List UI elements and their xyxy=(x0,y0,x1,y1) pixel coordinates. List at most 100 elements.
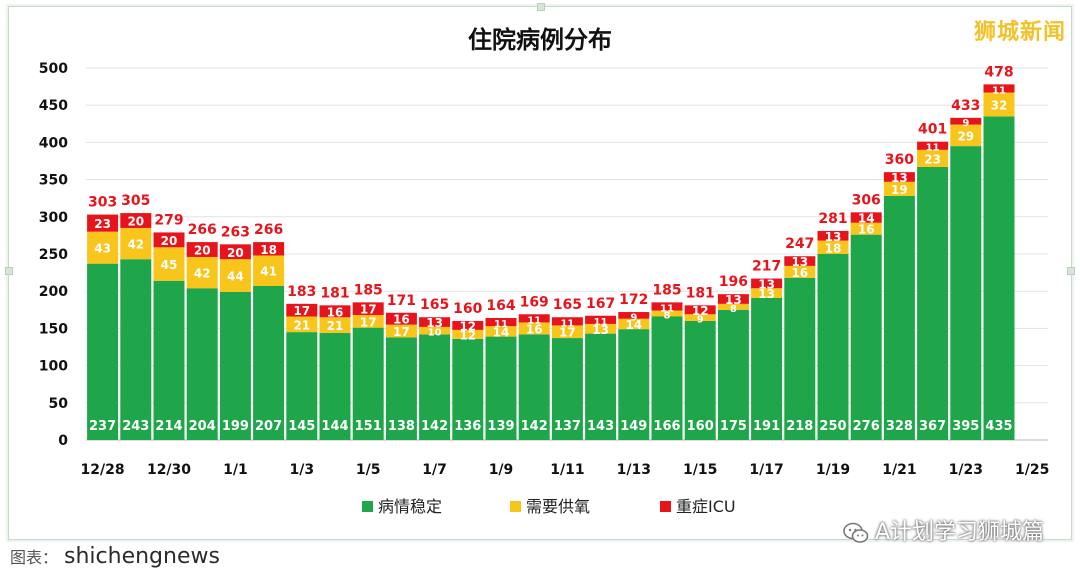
bar-total-label: 171 xyxy=(387,293,416,309)
x-tick-label: 1/17 xyxy=(749,462,783,478)
bar-segment-stable xyxy=(585,333,617,440)
bar-segment-oxygen xyxy=(817,240,849,254)
resize-handle-right[interactable] xyxy=(1067,267,1075,275)
bar-segment-icu xyxy=(352,302,384,316)
bar-total-label: 401 xyxy=(918,122,947,138)
bar-value-label: 9 xyxy=(630,312,637,323)
bar-segment-icu xyxy=(551,317,583,326)
bar-segment-icu xyxy=(419,317,451,327)
legend-label: 需要供氧 xyxy=(526,497,590,516)
bar-value-label: 435 xyxy=(985,419,1012,434)
x-tick-label: 1/1 xyxy=(223,462,248,478)
bar-value-label: 16 xyxy=(393,313,410,327)
bar-segment-icu xyxy=(883,172,915,182)
bar-total-label: 164 xyxy=(486,298,515,314)
bar-segment-oxygen xyxy=(87,231,119,264)
bar-segment-oxygen xyxy=(186,256,218,289)
bar-segment-icu xyxy=(485,317,517,327)
bar-value-label: 20 xyxy=(161,234,178,248)
bar-segment-icu xyxy=(120,213,152,228)
bar-segment-stable xyxy=(485,336,517,440)
bar-value-label: 237 xyxy=(89,419,116,434)
x-tick-label: 1/11 xyxy=(550,462,584,478)
bar-value-label: 9 xyxy=(697,315,704,326)
bar-segment-stable xyxy=(618,329,650,440)
account-name: A计划学习狮城篇 xyxy=(874,520,1044,545)
x-tick-label: 1/9 xyxy=(489,462,514,478)
bar-segment-icu xyxy=(684,305,716,315)
bar-segment-icu xyxy=(286,303,318,317)
bar-total-label: 165 xyxy=(420,297,449,313)
bar-value-label: 143 xyxy=(587,419,614,434)
bar-segment-stable xyxy=(120,259,152,440)
bar-value-label: 11 xyxy=(560,318,574,329)
bar-segment-oxygen xyxy=(883,181,915,196)
bar-value-label: 42 xyxy=(194,267,211,281)
bar-segment-oxygen xyxy=(585,323,617,334)
bar-value-label: 13 xyxy=(426,316,443,330)
bar-segment-icu xyxy=(751,278,783,289)
bar-value-label: 20 xyxy=(227,246,244,260)
source-label: 图表： xyxy=(10,548,59,567)
bar-segment-icu xyxy=(87,214,119,232)
bar-segment-stable xyxy=(983,116,1015,441)
x-tick-label: 12/30 xyxy=(147,462,191,478)
bar-value-label: 142 xyxy=(521,419,548,434)
bar-value-label: 17 xyxy=(559,326,576,340)
legend: 病情稳定 需要供氧 重症ICU xyxy=(362,497,736,516)
bar-value-label: 19 xyxy=(891,183,908,197)
bar-value-label: 13 xyxy=(825,230,842,244)
bar-segment-stable xyxy=(186,288,218,440)
resize-handle-left[interactable] xyxy=(5,267,13,275)
bar-total-label: 172 xyxy=(619,292,648,308)
x-tick-label: 1/23 xyxy=(949,462,983,478)
bar-segment-stable xyxy=(286,332,318,440)
bar-total-label: 306 xyxy=(852,192,881,208)
bar-total-label: 167 xyxy=(586,296,615,312)
legend-swatch xyxy=(362,501,373,512)
bar-segment-oxygen xyxy=(983,92,1015,117)
bar-segment-icu xyxy=(452,320,484,330)
bar-segment-icu xyxy=(153,232,185,248)
bar-value-label: 367 xyxy=(919,419,946,434)
resize-handle-top[interactable] xyxy=(537,3,545,11)
x-tick-label: 1/5 xyxy=(356,462,381,478)
legend-swatch xyxy=(510,501,521,512)
bar-value-label: 276 xyxy=(853,419,880,434)
x-tick-label: 1/19 xyxy=(816,462,850,478)
bar-segment-oxygen xyxy=(551,325,583,339)
bar-segment-oxygen xyxy=(219,259,251,292)
bar-value-label: 42 xyxy=(127,238,144,252)
bar-total-label: 303 xyxy=(88,195,117,211)
bar-segment-stable xyxy=(883,195,915,440)
bar-total-label: 169 xyxy=(520,294,549,310)
bar-total-label: 185 xyxy=(354,282,383,298)
y-tick-label: 100 xyxy=(39,359,68,375)
bar-total-label: 217 xyxy=(752,259,781,275)
bar-value-label: 207 xyxy=(255,419,282,434)
bar-segment-oxygen xyxy=(950,124,982,147)
bar-segment-icu xyxy=(618,312,650,319)
bar-segment-icu xyxy=(817,230,849,241)
bar-segment-oxygen xyxy=(385,324,417,338)
y-tick-label: 0 xyxy=(58,433,68,449)
bar-value-label: 8 xyxy=(730,304,737,315)
bar-segment-stable xyxy=(817,254,849,440)
y-axis: 0 50 100 150 200 250 300 350 400 450 500 xyxy=(39,61,68,449)
bar-value-label: 41 xyxy=(260,265,277,279)
y-tick-label: 450 xyxy=(39,98,68,114)
bar-total-label: 160 xyxy=(453,301,482,317)
y-tick-label: 50 xyxy=(49,396,69,412)
bar-value-label: 160 xyxy=(687,419,714,434)
bar-value-label: 166 xyxy=(653,419,680,434)
chart-title: 住院病例分布 xyxy=(468,26,612,54)
x-tick-label: 1/7 xyxy=(422,462,447,478)
bar-segment-oxygen xyxy=(120,227,152,260)
bar-total-label: 196 xyxy=(719,274,748,290)
bar-segment-stable xyxy=(751,297,783,440)
bar-segment-oxygen xyxy=(518,322,550,335)
bar-value-label: 13 xyxy=(725,293,742,307)
bar-value-label: 250 xyxy=(819,419,846,434)
bar-segment-stable xyxy=(850,234,882,440)
